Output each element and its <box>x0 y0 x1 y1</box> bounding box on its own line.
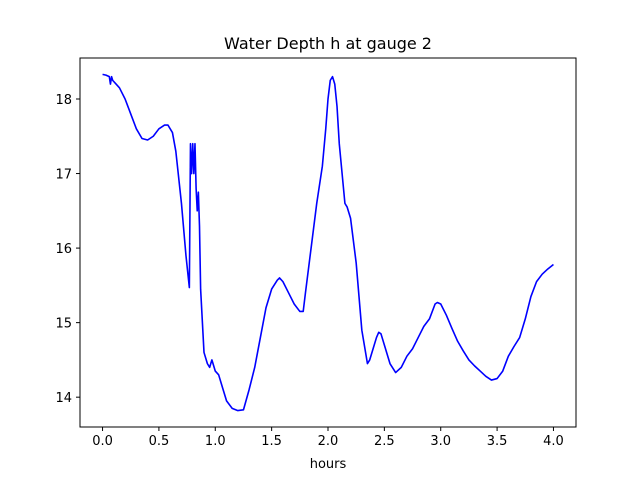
y-tick-label: 16 <box>55 242 72 257</box>
x-tick-label: 2.5 <box>374 434 395 449</box>
x-tick-label: 0.5 <box>149 434 170 449</box>
x-tick-label: 0.0 <box>92 434 113 449</box>
series-line-0 <box>102 73 554 412</box>
x-tick-label: 1.0 <box>205 434 226 449</box>
x-axis-label: hours <box>310 457 347 472</box>
x-axis: 0.0 0.5 1.0 1.5 2.0 2.5 3.0 3.5 4.0 <box>92 427 564 449</box>
x-tick-label: 2.0 <box>318 434 339 449</box>
y-tick-label: 18 <box>55 93 72 108</box>
chart-title: Water Depth h at gauge 2 <box>224 34 432 53</box>
y-tick-label: 14 <box>55 391 72 406</box>
x-tick-label: 3.0 <box>430 434 451 449</box>
plot-area <box>102 73 554 412</box>
x-tick-label: 1.5 <box>261 434 282 449</box>
y-tick-label: 15 <box>55 317 72 332</box>
x-tick-label: 3.5 <box>487 434 508 449</box>
x-tick-label: 4.0 <box>543 434 564 449</box>
y-axis: 14 15 16 17 18 <box>55 93 80 406</box>
y-tick-label: 17 <box>55 168 72 183</box>
